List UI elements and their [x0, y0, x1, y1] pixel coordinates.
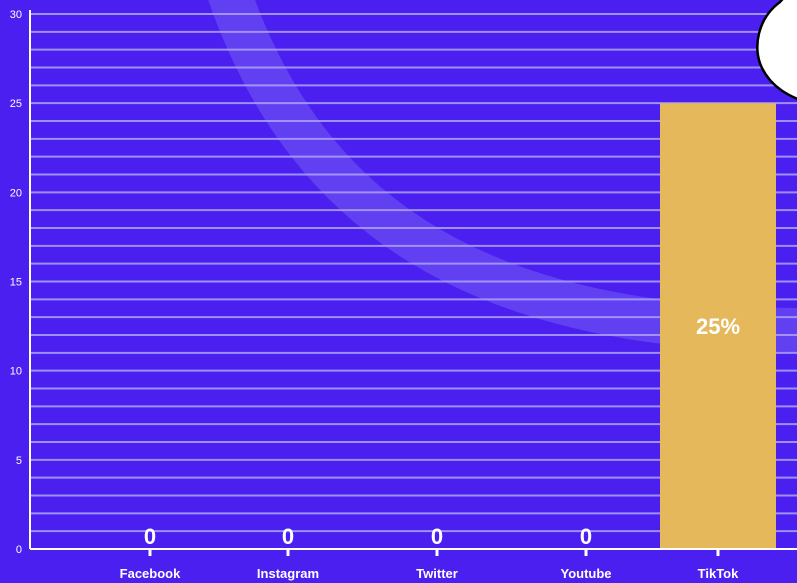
y-tick-label: 10: [10, 366, 22, 378]
x-axis-ticks: [148, 549, 720, 556]
data-label: 25%: [696, 314, 740, 339]
data-label: 0: [431, 524, 443, 549]
bar-tiktok: [660, 103, 776, 550]
y-tick-label: 15: [10, 277, 22, 289]
y-tick-label: 30: [10, 9, 22, 21]
x-category-label: Facebook: [120, 566, 181, 581]
y-axis-tick-labels: 0 5 10 15 20 25 30: [10, 9, 22, 556]
x-category-label: Youtube: [560, 566, 611, 581]
y-tick-label: 0: [16, 544, 22, 556]
speech-bubble: [756, 0, 797, 101]
data-label: 0: [580, 524, 592, 549]
x-category-label: Twitter: [416, 566, 458, 581]
data-label: 0: [282, 524, 294, 549]
data-label: 0: [144, 524, 156, 549]
data-labels: 0 0 0 0 25%: [144, 314, 740, 549]
y-tick-label: 5: [16, 455, 22, 467]
x-category-label: Instagram: [257, 566, 319, 581]
x-category-label: TikTok: [698, 566, 739, 581]
y-tick-label: 25: [10, 98, 22, 110]
x-axis-category-labels: Facebook Instagram Twitter Youtube TikTok: [120, 566, 739, 581]
bars: [660, 103, 776, 550]
y-tick-label: 20: [10, 187, 22, 199]
